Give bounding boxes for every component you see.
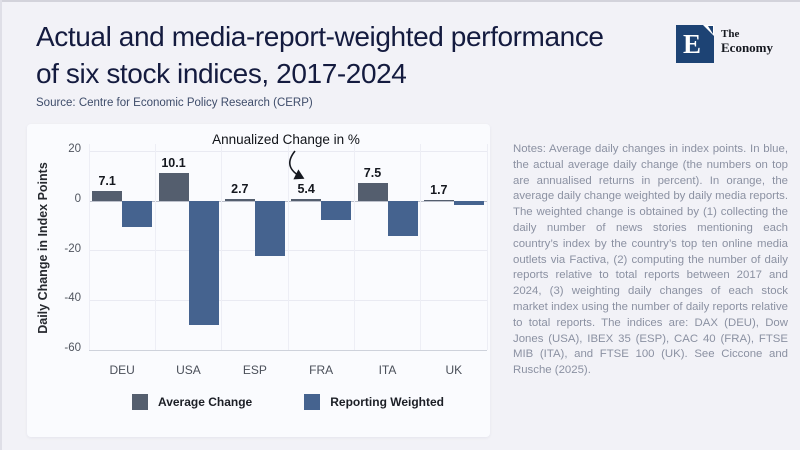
bar-reporting-weighted [188, 201, 219, 326]
bar-reporting-weighted [453, 201, 484, 205]
chart-panel: Daily Change in Index Points 20 0 -20 -40 -6… [27, 124, 490, 437]
source-line: Source: Centre for Economic Policy Resea… [36, 97, 313, 109]
logo-word-economy: Economy [721, 40, 773, 55]
x-category-label: ITA [378, 363, 397, 377]
bar-average-change [357, 183, 388, 202]
logo-mark: E [676, 25, 714, 63]
gridline-vertical [221, 144, 223, 350]
value-label: 1.7 [430, 183, 448, 198]
y-tick-label: -60 [64, 342, 81, 354]
gridline-vertical [353, 144, 355, 350]
gridline-vertical [287, 144, 289, 350]
bar-reporting-weighted [254, 201, 285, 257]
logo-tick-icon [703, 25, 714, 36]
bar-average-change [423, 200, 454, 202]
legend-item: Average Change [131, 394, 253, 410]
bar-reporting-weighted [321, 201, 352, 220]
bar-average-change [291, 198, 322, 202]
logo-wordmark: The Economy [721, 25, 773, 55]
value-label: 2.7 [231, 181, 249, 196]
legend-swatch [131, 394, 148, 410]
gridline-vertical [154, 144, 156, 350]
page-title-line1: Actual and media-report-weighted perform… [36, 21, 604, 52]
bar-average-change [158, 173, 189, 202]
gridline-vertical [88, 144, 90, 350]
legend-swatch [304, 394, 321, 410]
gridline-vertical [420, 144, 422, 350]
bar-average-change [224, 198, 255, 202]
logo-letter: E [683, 29, 702, 59]
logo-word-the: The [721, 28, 740, 40]
gridline-vertical [486, 144, 488, 350]
legend-label: Reporting Weighted [330, 395, 445, 409]
bar-reporting-weighted [122, 201, 153, 227]
window-top-edge [0, 0, 800, 2]
y-tick-label: 20 [68, 143, 81, 156]
legend-label: Average Change [157, 395, 253, 409]
gridline-horizontal [89, 349, 487, 351]
chart-annotation: Annualized Change in % [212, 132, 360, 147]
the-economy-logo: E The Economy [676, 25, 773, 63]
notes-paragraph: Notes: Average daily changes in index po… [513, 143, 788, 377]
x-category-label: USA [176, 363, 201, 377]
bar-average-change [92, 191, 123, 202]
x-category-label: ESP [242, 363, 267, 377]
page-title: Actual and media-report-weighted perform… [36, 18, 666, 92]
chart-legend: Average Change Reporting Weighted [89, 394, 487, 410]
value-label: 7.5 [363, 166, 382, 181]
y-tick-label: 0 [74, 193, 81, 206]
x-category-label: UK [445, 363, 463, 377]
annotation-arrow-icon [288, 150, 305, 180]
plot-area: 20 0 -20 -40 -60 7.1 DEU 10.1 USA 2.7 ESP 5.4 FRA 7.5… [64, 143, 488, 377]
page-title-line2: of six stock indices, 2017-2024 [36, 58, 407, 89]
value-label: 10.1 [161, 156, 186, 171]
legend-item: Reporting Weighted [304, 394, 444, 410]
y-tick-label: -20 [64, 242, 81, 255]
value-label: 5.4 [297, 181, 315, 196]
x-category-label: FRA [309, 363, 334, 377]
value-label: 7.1 [98, 174, 116, 189]
y-tick-label: -40 [64, 292, 81, 305]
window-left-edge [0, 0, 2, 450]
x-category-label: DEU [109, 363, 135, 377]
bar-reporting-weighted [387, 201, 418, 236]
